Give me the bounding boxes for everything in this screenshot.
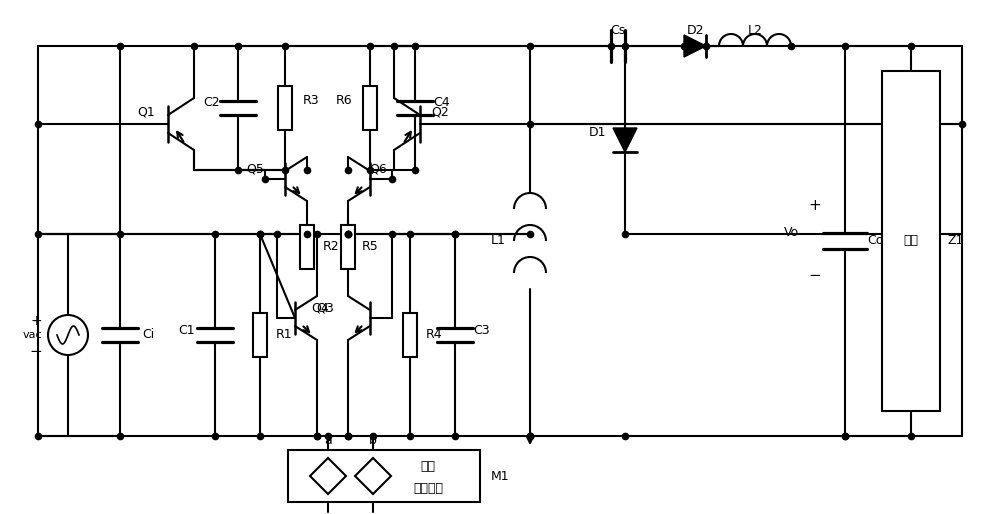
Text: Z1: Z1 <box>948 234 964 248</box>
Text: R5: R5 <box>362 241 379 253</box>
Text: Q4: Q4 <box>311 302 329 315</box>
Text: 负载: 负载 <box>904 234 918 248</box>
Text: Ci: Ci <box>142 328 154 341</box>
Text: C4: C4 <box>433 97 450 109</box>
Text: D1: D1 <box>588 125 606 138</box>
Text: +: + <box>809 198 821 213</box>
Text: 受控: 受控 <box>420 460 436 472</box>
Text: Q5: Q5 <box>246 162 264 175</box>
Text: Vo: Vo <box>784 227 799 240</box>
Text: R1: R1 <box>276 328 293 341</box>
Text: D2: D2 <box>686 24 704 36</box>
Text: Q3: Q3 <box>316 302 334 315</box>
Text: R6: R6 <box>335 94 352 106</box>
Bar <box>363 86 377 130</box>
Bar <box>403 313 417 357</box>
Text: R3: R3 <box>303 94 320 106</box>
Text: C2: C2 <box>203 97 220 109</box>
Bar <box>288 450 480 502</box>
Text: −: − <box>809 268 821 284</box>
Polygon shape <box>613 128 637 152</box>
Bar <box>882 71 940 411</box>
Text: C1: C1 <box>178 323 195 337</box>
Bar <box>278 86 292 130</box>
Text: +: + <box>30 314 42 328</box>
Text: b: b <box>369 433 377 447</box>
Text: vac: vac <box>22 330 42 340</box>
Text: −: − <box>30 343 42 358</box>
Text: Q2: Q2 <box>431 105 449 119</box>
Text: R2: R2 <box>323 241 340 253</box>
Text: L2: L2 <box>748 24 762 36</box>
Text: C3: C3 <box>473 323 490 337</box>
Polygon shape <box>355 458 391 494</box>
Bar <box>300 225 314 269</box>
Text: L1: L1 <box>491 234 506 248</box>
Text: M1: M1 <box>491 469 509 483</box>
Text: Q6: Q6 <box>369 162 387 175</box>
Text: Co: Co <box>867 234 883 248</box>
Text: a: a <box>324 433 332 447</box>
Bar <box>341 225 355 269</box>
Text: R4: R4 <box>426 328 443 341</box>
Text: 电流源组: 电流源组 <box>413 482 443 494</box>
Bar <box>253 313 267 357</box>
Polygon shape <box>310 458 346 494</box>
Text: Q1: Q1 <box>137 105 155 119</box>
Polygon shape <box>684 35 706 57</box>
Text: Cs: Cs <box>610 24 626 36</box>
